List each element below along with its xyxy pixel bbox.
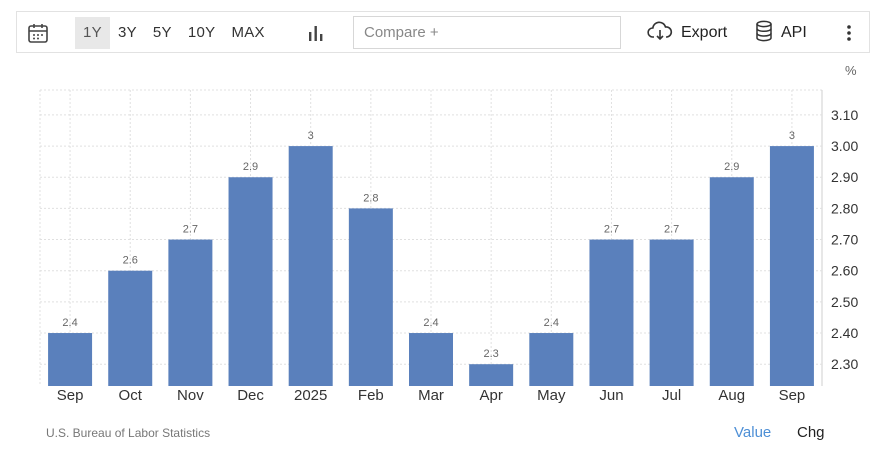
x-tick-label: 2025 [294, 387, 327, 404]
bar [108, 270, 153, 386]
calendar-icon[interactable] [27, 22, 49, 44]
source-credit: U.S. Bureau of Labor Statistics [46, 426, 211, 440]
x-tick-label: Oct [119, 387, 143, 404]
range-10y-button[interactable]: 10Y [187, 24, 216, 41]
x-tick-label: Feb [358, 387, 384, 404]
range-5y-button[interactable]: 5Y [152, 24, 172, 41]
x-tick-label: Apr [479, 387, 502, 404]
range-1y-button[interactable]: 1Y [75, 17, 110, 49]
bar [709, 177, 754, 386]
y-tick-label: 2.80 [831, 200, 858, 216]
data-label: 2.9 [724, 161, 739, 173]
data-label: 3 [308, 130, 314, 142]
bar [168, 239, 213, 386]
x-tick-label: Aug [718, 387, 745, 404]
api-button[interactable]: API [755, 20, 807, 46]
data-label: 2.7 [604, 224, 619, 236]
export-label: Export [681, 24, 728, 41]
bar [348, 208, 393, 386]
bar [769, 146, 814, 386]
data-label: 2.7 [664, 224, 679, 236]
x-tick-label: Mar [418, 387, 444, 404]
x-tick-label: Jul [662, 387, 681, 404]
bar [48, 333, 93, 386]
data-label: 2.8 [363, 192, 378, 204]
data-label: 2.9 [243, 161, 258, 173]
value-toggle[interactable]: Value [734, 424, 772, 441]
bar [409, 333, 453, 386]
bars [48, 146, 814, 386]
y-tick-label: 2.40 [831, 325, 858, 341]
data-label: 2.4 [62, 317, 77, 329]
cloud-download-icon [647, 21, 673, 46]
y-tick-label: 3.00 [831, 138, 858, 154]
data-label: 2.7 [183, 224, 198, 236]
bar [288, 146, 333, 386]
x-tick-label: Nov [177, 387, 204, 404]
chart-toolbar: 1Y 3Y 5Y 10Y MAX Export [16, 11, 870, 53]
data-labels: 2.4 2.6 2.7 2.9 3 2.8 2.4 2.3 2.4 2.7 2.7 2.9 3 [62, 130, 795, 360]
chg-toggle[interactable]: Chg [797, 424, 825, 441]
x-tick-label: May [537, 387, 566, 404]
compare-input[interactable] [353, 16, 621, 49]
x-axis-ticks: Sep Oct Nov Dec 2025 Feb Mar Apr May Jun Jul Aug Sep [57, 387, 806, 404]
y-axis-ticks: 3.10 3.00 2.90 2.80 2.70 2.60 2.50 2.40 2.30 [831, 107, 858, 372]
data-label: 2.6 [123, 255, 138, 267]
y-tick-label: 2.50 [831, 294, 858, 310]
x-tick-label: Jun [599, 387, 623, 404]
data-label: 2.3 [484, 348, 499, 360]
bar [589, 239, 634, 386]
y-tick-label: 2.90 [831, 169, 858, 185]
data-label: 2.4 [423, 317, 438, 329]
y-tick-label: 2.30 [831, 356, 858, 372]
range-max-button[interactable]: MAX [231, 24, 265, 41]
y-tick-label: 2.60 [831, 263, 858, 279]
y-tick-label: 3.10 [831, 107, 858, 123]
bar [529, 333, 574, 386]
bar [469, 364, 514, 386]
bar [649, 239, 694, 386]
y-tick-label: 2.70 [831, 232, 858, 248]
data-label: 2.4 [544, 317, 559, 329]
unit-label: % [845, 63, 857, 78]
data-label: 3 [789, 130, 795, 142]
range-3y-button[interactable]: 3Y [117, 24, 137, 41]
api-label: API [781, 24, 807, 41]
vertical-ellipsis-icon[interactable] [841, 22, 857, 44]
export-button[interactable]: Export [647, 20, 727, 46]
database-icon [755, 20, 773, 47]
x-tick-label: Sep [779, 387, 806, 404]
range-selector: 1Y 3Y 5Y 10Y MAX [75, 17, 273, 49]
bar [228, 177, 273, 386]
bar-chart-icon[interactable] [306, 23, 326, 43]
x-tick-label: Sep [57, 387, 84, 404]
x-tick-label: Dec [237, 387, 264, 404]
